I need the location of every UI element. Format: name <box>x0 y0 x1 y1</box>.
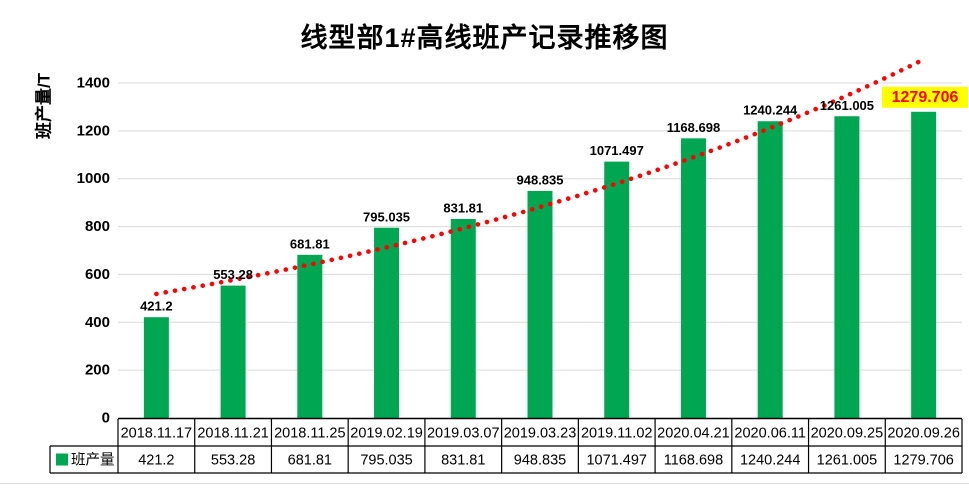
bar <box>143 317 169 418</box>
bar-value-label: 795.035 <box>363 209 410 224</box>
table-date-cell: 2020.06.11 <box>734 426 806 442</box>
table-date-cell: 2020.09.26 <box>887 426 960 442</box>
table-value-cell: 1240.244 <box>740 453 800 469</box>
bar-value-label: 1168.698 <box>667 120 721 135</box>
bar-value-label: 553.28 <box>213 267 253 282</box>
bar <box>374 227 400 418</box>
table-value-cell: 795.035 <box>360 453 412 469</box>
table-date-cell: 2019.03.23 <box>504 426 577 442</box>
table-value-cell: 1071.497 <box>586 453 646 469</box>
bar <box>604 161 630 418</box>
table-date-cell: 2019.03.07 <box>427 426 500 442</box>
table-value-cell: 681.81 <box>288 453 332 469</box>
table-date-cell: 2018.11.21 <box>197 426 269 442</box>
table-value-cell: 1279.706 <box>893 453 953 469</box>
y-tick-label: 600 <box>85 266 110 283</box>
bar <box>450 218 476 418</box>
trendline <box>154 57 926 297</box>
table-date-cell: 2020.09.25 <box>811 426 884 442</box>
table-value-cell: 1168.698 <box>664 453 723 469</box>
y-tick-label: 1000 <box>77 170 110 187</box>
bar <box>757 121 783 418</box>
legend-label: 班产量 <box>71 452 115 469</box>
bar <box>834 116 860 418</box>
table-value-cell: 831.81 <box>441 453 485 469</box>
bar-value-label: 1240.244 <box>743 103 798 118</box>
table-date-cell: 2019.11.02 <box>581 426 653 442</box>
legend-key-icon <box>56 453 68 466</box>
table-date-cell: 2019.02.19 <box>350 426 423 442</box>
bar <box>527 190 553 418</box>
y-tick-label: 200 <box>85 362 110 379</box>
bar-value-label-highlighted: 1279.706 <box>892 89 959 106</box>
bar-value-label: 1071.497 <box>590 143 644 158</box>
bar-value-label: 1261.005 <box>820 98 874 113</box>
bar <box>680 138 706 418</box>
bar <box>911 111 937 418</box>
bar <box>220 285 246 418</box>
bar-value-label: 421.2 <box>140 299 173 314</box>
table-date-cell: 2018.11.17 <box>121 426 193 442</box>
y-tick-label: 0 <box>102 410 110 427</box>
y-tick-label: 800 <box>85 218 110 235</box>
bar-value-label: 831.81 <box>443 200 483 215</box>
y-tick-label: 1200 <box>77 122 110 139</box>
chart-title: 线型部1#高线班产记录推移图 <box>300 23 669 53</box>
table-value-cell: 421.2 <box>138 453 174 469</box>
y-tick-label: 400 <box>85 314 110 331</box>
bar <box>297 254 323 418</box>
table-date-cell: 2018.11.25 <box>274 426 346 442</box>
bar-value-label: 948.835 <box>517 172 564 187</box>
table-date-cell: 2020.04.21 <box>657 426 730 442</box>
table-value-cell: 1261.005 <box>817 453 877 469</box>
table-value-cell: 553.28 <box>211 453 255 469</box>
highlight-label-bg <box>882 86 968 108</box>
y-tick-label: 1400 <box>77 75 110 92</box>
table-value-cell: 948.835 <box>514 453 566 469</box>
bar-value-label: 681.81 <box>290 236 330 251</box>
